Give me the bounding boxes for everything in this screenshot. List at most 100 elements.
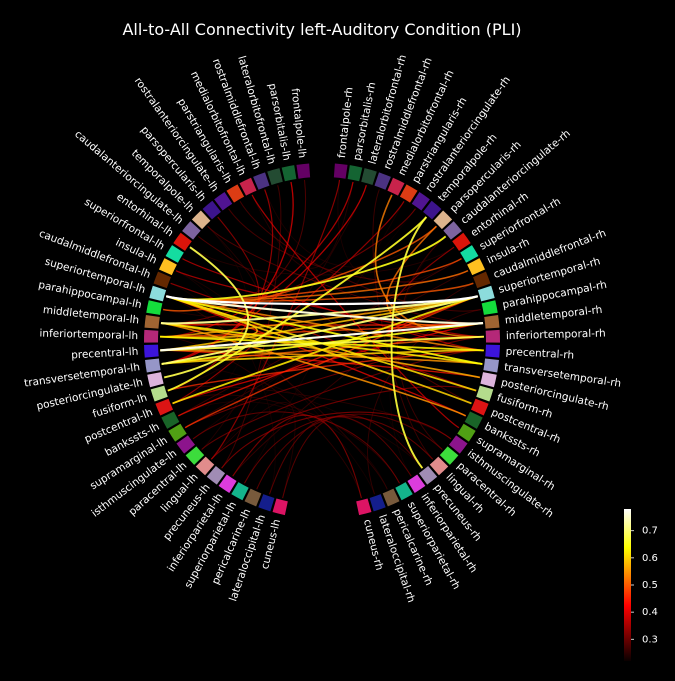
colorbar: 0.3 0.4 0.5 0.6 0.7	[624, 509, 658, 661]
link-pericalcarine-rh-superiortemporal-lh	[166, 295, 388, 490]
node-segment-middletemporal-rh	[484, 314, 500, 329]
node-segment-posteriorcingulate-lh	[147, 372, 164, 388]
link-paracentral-lh-precentral-rh	[201, 349, 484, 450]
link-inferiorparietal-lh-cuneus-rh	[232, 414, 362, 499]
link-caudalmiddlefrontal-rh-inferiorparietal-lh	[232, 282, 474, 477]
link-rostralanteriorcingulate-rh-middletemporal-lh	[160, 208, 416, 324]
link-temporalpole-rh-precuneus-rh	[390, 216, 428, 469]
node-segment-precentral-rh	[485, 344, 500, 358]
node-segment-rostralanteriorcingulate-lh	[214, 192, 233, 211]
node-segment-transversetemporal-lh	[145, 358, 161, 373]
colorbar-tick-label: 0.4	[642, 607, 658, 618]
node-label-inferiortemporal-rh: inferiortemporal-rh	[506, 327, 606, 342]
node-segment-superiortemporal-lh	[149, 285, 167, 302]
link-middletemporal-lh-bankssts-rh	[160, 322, 467, 417]
node-segment-entorhinal-rh	[452, 232, 471, 251]
link-lateraloccipital-lh-insula-lh	[175, 270, 276, 495]
node-segment-bankssts-lh	[161, 411, 180, 429]
link-cuneus-rh-inferiortemporal-lh	[160, 336, 362, 499]
link-parstriangularis-lh-parahippocampal-rh	[239, 201, 482, 312]
connection-links	[160, 179, 484, 499]
link-postcentral-lh-superiortemporal-rh	[172, 295, 478, 405]
node-label-inferiortemporal-lh: inferiortemporal-lh	[39, 328, 138, 343]
node-segment-precuneus-lh	[206, 466, 226, 485]
node-segment-parstriangularis-lh	[226, 184, 245, 203]
node-segment-temporalpole-rh	[423, 200, 442, 220]
link-fusiform-lh-precentral-rh	[167, 349, 484, 392]
link-precuneus-rh-transversetemporal-lh	[161, 362, 423, 469]
node-segment-entorhinal-lh	[173, 232, 192, 251]
node-segment-lateraloccipital-lh	[258, 494, 275, 512]
node-segment-lingual-rh	[429, 456, 449, 476]
node-segment-fusiform-lh	[150, 385, 168, 402]
link-transversetemporal-lh-precentral-rh	[161, 349, 484, 365]
node-segment-inferiorparietal-lh	[218, 474, 237, 493]
node-segment-frontalpole-rh	[333, 163, 348, 179]
colorbar-tick-label: 0.7	[642, 526, 658, 537]
link-medialorbitofrontal-rh-inferiortemporal-rh	[374, 194, 484, 338]
node-segment-rostralanteriorcingulate-rh	[411, 192, 430, 211]
node-segment-caudalanteriorcingulate-rh	[443, 221, 462, 240]
node-segment-superiorparietal-rh	[395, 482, 413, 501]
node-segment-pericalcarine-lh	[244, 488, 262, 507]
node-segment-lateraloccipital-rh	[369, 494, 386, 512]
link-superiortemporal-lh-superiortemporal-rh	[166, 295, 478, 306]
node-segment-posteriorcingulate-rh	[480, 372, 497, 388]
link-temporalpole-lh-postcentral-lh	[172, 225, 249, 404]
link-supramarginal-lh-superiortemporal-rh	[184, 295, 478, 429]
chart-title: All-to-All Connectivity left-Auditory Co…	[122, 20, 521, 39]
node-segment-rostralmiddlefrontal-rh	[374, 172, 391, 190]
link-superiorparietal-lh-lingual-rh	[243, 416, 434, 484]
node-segment-postcentral-rh	[470, 398, 489, 416]
link-parstriangularis-rh-postcentral-lh	[172, 200, 405, 405]
region-labels: frontalpole-lhparsorbitalis-lhlateralorb…	[23, 53, 622, 604]
node-segment-caudalanteriorcingulate-lh	[182, 221, 201, 240]
node-segment-bankssts-rh	[464, 411, 483, 429]
node-segment-postcentral-lh	[155, 398, 174, 416]
link-supramarginal-lh-inferiortemporal-rh	[184, 336, 484, 429]
link-fusiform-lh-temporalpole-rh	[167, 216, 428, 392]
link-lingual-lh-cuneus-lh	[210, 402, 296, 499]
link-inferiorparietal-rh-caudalanteriorcingulate-rh	[389, 236, 446, 477]
link-lingual-lh-fusiform-rh	[210, 385, 477, 460]
link-parsorbitalis-rh-inferiortemporal-lh	[160, 181, 354, 338]
node-segment-parsopercularis-lh	[202, 200, 221, 220]
node-label-precentral-lh: precentral-lh	[71, 346, 139, 362]
link-superiorparietal-rh-postcentral-lh	[172, 394, 400, 484]
node-segment-transversetemporal-rh	[483, 358, 499, 373]
node-label-precentral-rh: precentral-rh	[505, 346, 574, 362]
node-segment-superiortemporal-rh	[477, 285, 495, 302]
node-segment-isthmuscingulate-rh	[449, 435, 468, 454]
link-entorhinal-rh-inferiortemporal-rh	[389, 246, 484, 338]
node-segment-precuneus-rh	[418, 466, 438, 485]
link-temporalpole-lh-middletemporal-rh	[207, 225, 484, 324]
link-medialorbitofrontal-lh-parsorbitalis-rh	[251, 181, 354, 269]
link-entorhinal-lh-entorhinal-rh	[189, 246, 455, 276]
node-segment-superiorfrontal-rh	[460, 245, 479, 263]
link-parahippocampal-rh-lateraloccipital-rh	[367, 309, 482, 495]
colorbar-tick-label: 0.6	[642, 553, 658, 564]
node-segment-paracentral-rh	[439, 446, 459, 465]
node-segment-caudalmiddlefrontal-rh	[473, 271, 491, 289]
node-segment-middletemporal-lh	[144, 314, 160, 329]
link-precuneus-lh-isthmuscingulate-rh	[221, 411, 452, 469]
link-entorhinal-lh-posteriorcingulate-lh	[163, 246, 250, 379]
node-segment-supramarginal-rh	[457, 423, 476, 442]
node-segment-parahippocampal-lh	[146, 300, 163, 315]
node-segment-parsorbitalis-rh	[347, 165, 363, 182]
node-segment-inferiortemporal-rh	[485, 329, 500, 343]
node-segment-frontalpole-lh	[296, 163, 311, 179]
link-insula-lh-inferiortemporal-rh	[175, 270, 484, 338]
link-frontalpole-rh-superiorfrontal-rh	[337, 179, 462, 284]
node-segment-rostralmiddlefrontal-lh	[253, 172, 270, 190]
node-segment-fusiform-rh	[476, 385, 494, 402]
region-nodes	[144, 163, 500, 516]
link-precentral-lh-middletemporal-rh	[160, 321, 484, 352]
node-segment-medialorbitofrontal-lh	[239, 177, 257, 196]
node-segment-medialorbitofrontal-rh	[387, 177, 405, 196]
node-segment-insula-rh	[467, 258, 486, 276]
node-segment-parsopercularis-rh	[433, 210, 453, 230]
node-segment-pericalcarine-rh	[382, 488, 400, 507]
node-segment-inferiortemporal-lh	[144, 329, 159, 343]
colorbar-ticks: 0.3 0.4 0.5 0.6 0.7	[631, 526, 658, 645]
